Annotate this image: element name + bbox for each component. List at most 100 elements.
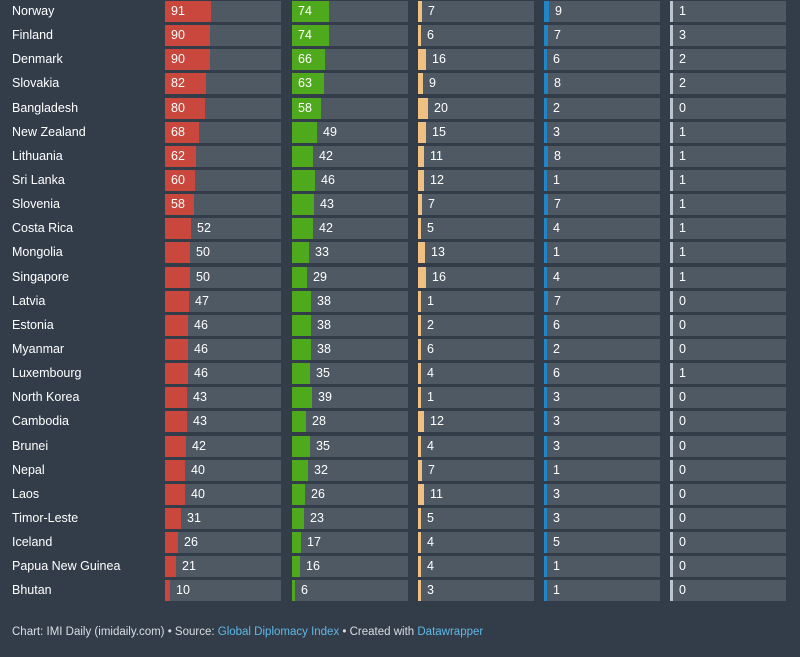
value-label: 9 (429, 76, 436, 91)
table-row: Finland 90 74 6 7 3 (0, 24, 800, 48)
value-bar (418, 556, 421, 578)
source-link[interactable]: Global Diplomacy Index (217, 626, 340, 638)
value-cell: 42 (292, 145, 408, 167)
value-cell: 40 (165, 459, 281, 481)
value-label: 1 (679, 245, 686, 260)
value-cell: 38 (292, 314, 408, 336)
table-row: Myanmar 46 38 6 2 0 (0, 338, 800, 362)
value-cell: 1 (670, 194, 786, 216)
table-row: Cambodia 43 28 12 3 0 (0, 410, 800, 434)
country-label: Iceland (12, 535, 53, 550)
value-label: 1 (427, 293, 434, 308)
value-bar (544, 507, 547, 529)
value-bar (292, 314, 311, 336)
value-cell: 0 (670, 580, 786, 602)
value-cell: 39 (292, 387, 408, 409)
value-bar (544, 121, 547, 143)
value-bar (165, 556, 176, 578)
value-cell: 2 (544, 97, 660, 119)
value-bar (544, 314, 547, 336)
value-label: 8 (554, 76, 561, 91)
value-bar (670, 242, 673, 264)
value-cell: 12 (418, 411, 534, 433)
value-bar (670, 121, 673, 143)
value-label: 7 (554, 197, 561, 212)
value-cell: 1 (670, 1, 786, 22)
value-label: 6 (553, 366, 560, 381)
chart-footer: Chart: IMI Daily (imidaily.com) • Source… (12, 626, 483, 638)
value-cell: 38 (292, 338, 408, 360)
value-cell: 2 (418, 314, 534, 336)
table-row: Iceland 26 17 4 5 0 (0, 531, 800, 555)
value-cell: 32 (292, 459, 408, 481)
value-cell: 1 (418, 290, 534, 312)
value-bar (544, 338, 547, 360)
value-cell: 58 (165, 194, 281, 216)
value-label: 1 (553, 559, 560, 574)
value-label: 74 (298, 4, 312, 18)
value-bar (418, 1, 422, 22)
value-cell: 1 (544, 242, 660, 264)
value-label: 0 (679, 535, 686, 550)
value-cell: 43 (165, 387, 281, 409)
value-cell: 3 (544, 483, 660, 505)
value-cell: 42 (292, 218, 408, 240)
value-bar (292, 387, 312, 409)
value-label: 6 (427, 341, 434, 356)
value-label: 0 (679, 486, 686, 501)
value-cell: 38 (292, 290, 408, 312)
datawrapper-link[interactable]: Datawrapper (417, 626, 484, 638)
value-label: 1 (427, 390, 434, 405)
value-label: 3 (553, 510, 560, 525)
value-label: 3 (553, 438, 560, 453)
value-bar (544, 73, 548, 95)
value-bar (418, 121, 426, 143)
value-label: 43 (320, 197, 334, 212)
value-label: 49 (323, 124, 337, 139)
value-label: 66 (298, 52, 312, 67)
country-label: Brunei (12, 438, 49, 453)
value-label: 0 (679, 293, 686, 308)
value-label: 7 (428, 462, 435, 477)
value-label: 0 (679, 414, 686, 429)
country-label: Sri Lanka (12, 172, 65, 187)
value-cell: 1 (544, 556, 660, 578)
value-cell: 4 (418, 532, 534, 554)
value-label: 42 (319, 221, 333, 236)
value-bar (670, 49, 673, 71)
value-cell: 35 (292, 435, 408, 457)
value-cell: 5 (418, 218, 534, 240)
value-label: 38 (317, 341, 331, 356)
value-bar (670, 532, 673, 554)
value-cell: 62 (165, 145, 281, 167)
value-cell: 8 (544, 73, 660, 95)
value-cell: 52 (165, 218, 281, 240)
value-bar (292, 218, 313, 240)
value-label: 4 (427, 438, 434, 453)
value-label: 0 (679, 317, 686, 332)
country-label: Mongolia (12, 245, 63, 260)
value-cell: 16 (418, 266, 534, 288)
value-label: 80 (171, 100, 185, 115)
value-label: 4 (553, 221, 560, 236)
chart-table: Norway 91 74 7 9 1 Finland 90 74 6 7 3 Denmark 90 66 16… (0, 1, 800, 602)
value-cell: 4 (418, 556, 534, 578)
value-bar (292, 121, 317, 143)
value-bar (292, 1, 329, 22)
value-label: 0 (679, 583, 686, 598)
value-cell: 43 (292, 194, 408, 216)
value-label: 46 (194, 341, 208, 356)
value-bar (292, 459, 308, 481)
value-label: 11 (430, 148, 443, 163)
value-cell: 21 (165, 556, 281, 578)
value-cell: 46 (165, 314, 281, 336)
value-bar (670, 169, 673, 191)
country-label: Laos (12, 486, 40, 501)
value-bar (418, 580, 421, 602)
value-cell: 6 (418, 25, 534, 47)
value-label: 6 (553, 52, 560, 67)
value-bar (165, 121, 199, 143)
value-bar (544, 49, 547, 71)
value-cell: 46 (165, 363, 281, 385)
value-bar (292, 73, 324, 95)
